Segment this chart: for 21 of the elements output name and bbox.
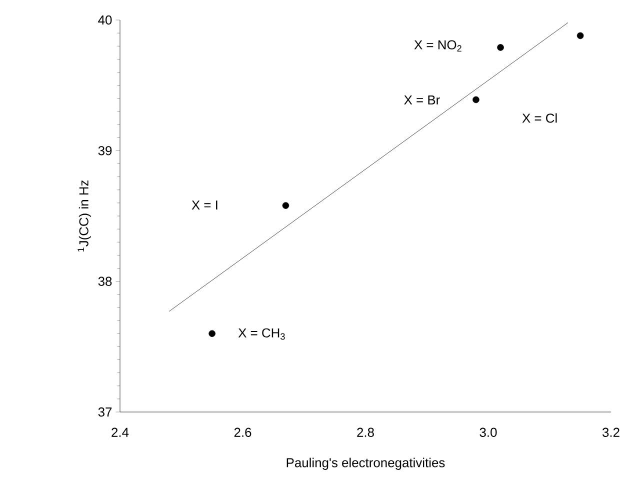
annotation: X = CH$_{3}$ <box>238 328 285 340</box>
annotation: X = NO$_{2}$ <box>414 40 462 52</box>
annotation: X = I <box>192 200 218 210</box>
x-axis-title: Pauling's electronegativities <box>286 458 445 470</box>
point <box>472 96 480 104</box>
point <box>497 44 504 51</box>
point <box>282 202 290 209</box>
annotation: X = Br <box>404 96 440 104</box>
x-tick-label: 3.0 <box>480 428 497 437</box>
y-tick-label: 40 <box>98 15 112 25</box>
x-tick-label: 2.8 <box>357 428 374 437</box>
y-tick-label: 39 <box>98 146 112 156</box>
point <box>576 32 584 40</box>
x-tick-label: 2.4 <box>112 428 129 437</box>
point <box>208 330 216 337</box>
y-tick-label: 37 <box>98 407 112 417</box>
annotation: X = Cl <box>522 113 557 123</box>
y-tick-label: 38 <box>98 276 112 286</box>
x-tick-label: 3.2 <box>602 428 620 437</box>
y-axis-title: $^{1}$J(CC) in Hz <box>78 180 91 252</box>
x-tick-label: 2.6 <box>234 428 252 437</box>
